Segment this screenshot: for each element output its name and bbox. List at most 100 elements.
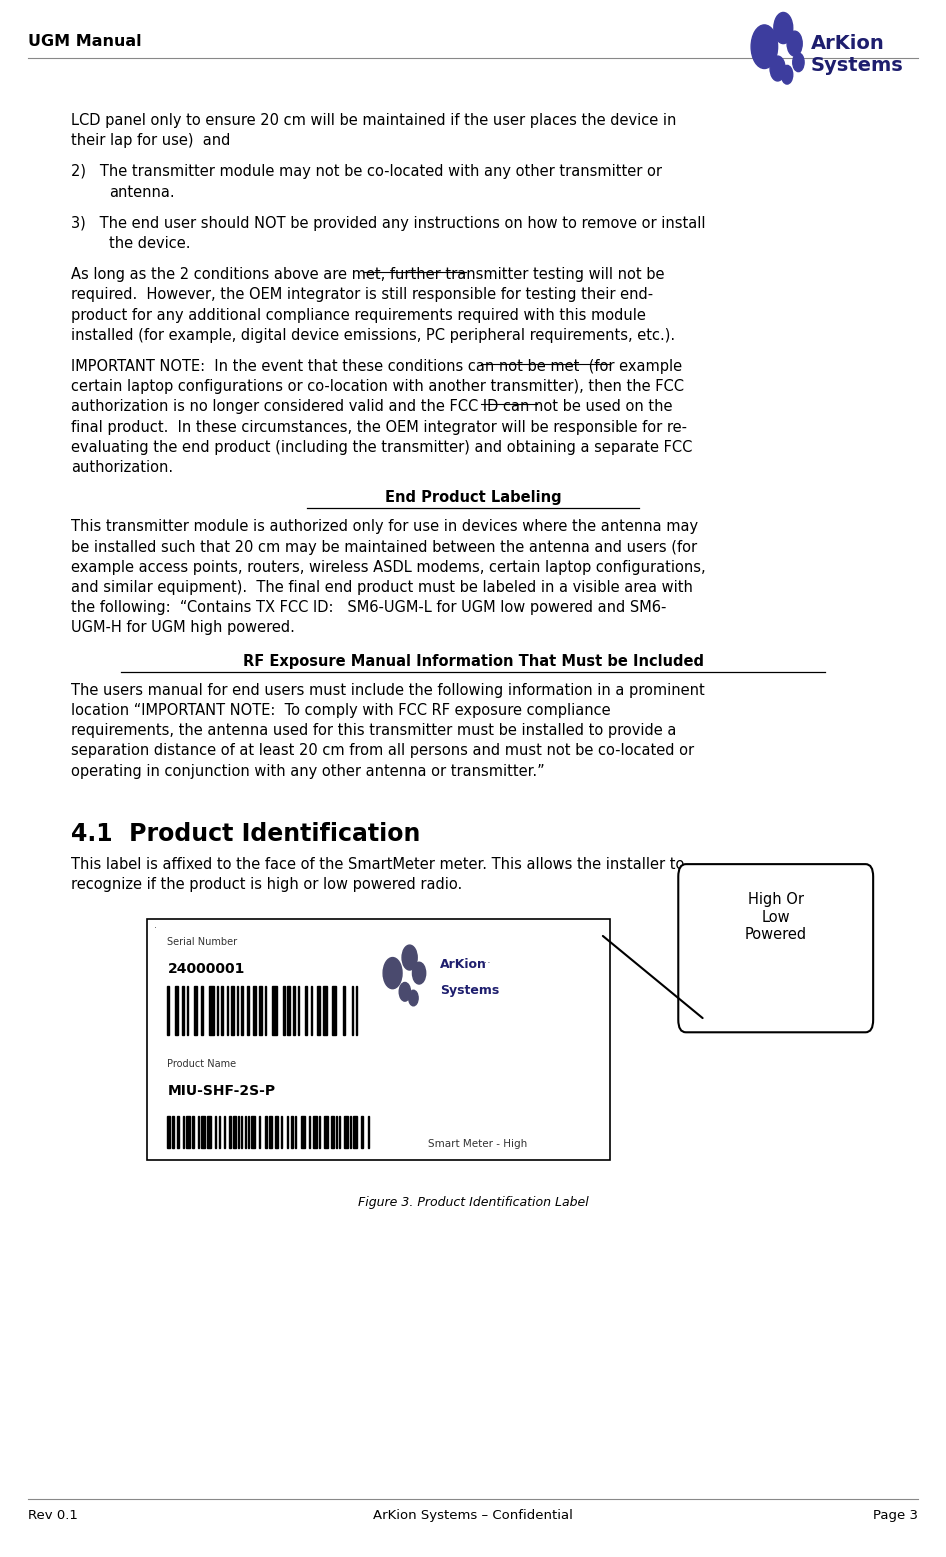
Circle shape [383, 958, 402, 989]
Bar [265, 1116, 267, 1148]
Bar [281, 1116, 282, 1148]
Bar [342, 986, 345, 1035]
Circle shape [793, 53, 804, 72]
Bar [323, 986, 327, 1035]
Text: ArKion Systems – Confidential: ArKion Systems – Confidential [373, 1509, 573, 1521]
Text: Systems: Systems [440, 984, 499, 996]
Bar [320, 1116, 321, 1148]
Bar [283, 986, 285, 1035]
Bar [308, 1116, 309, 1148]
Bar [215, 1116, 216, 1148]
Bar [175, 986, 178, 1035]
Bar [311, 986, 312, 1035]
Bar [259, 1116, 260, 1148]
Text: evaluating the end product (including the transmitter) and obtaining a separate : evaluating the end product (including th… [71, 439, 692, 455]
Text: As long as the 2 conditions above are met, further transmitter testing will not : As long as the 2 conditions above are me… [71, 268, 664, 282]
Bar [192, 1116, 194, 1148]
Bar [293, 986, 295, 1035]
Bar [227, 986, 228, 1035]
Bar [302, 1116, 306, 1148]
Text: MIU-SHF-2S-P: MIU-SHF-2S-P [167, 1084, 275, 1098]
Bar [172, 1116, 174, 1148]
Bar [272, 986, 277, 1035]
Text: the following:  “Contains TX FCC ID:   SM6-UGM-L for UGM low powered and SM6-: the following: “Contains TX FCC ID: SM6-… [71, 599, 666, 615]
Bar [248, 1116, 249, 1148]
Bar [313, 1116, 317, 1148]
Bar [186, 986, 188, 1035]
Bar [336, 1116, 337, 1148]
Bar [298, 986, 299, 1035]
Text: antenna.: antenna. [109, 185, 174, 199]
Bar [241, 986, 243, 1035]
Text: ArKion: ArKion [440, 958, 487, 970]
Bar [183, 986, 184, 1035]
Bar [253, 986, 255, 1035]
Bar [224, 1116, 225, 1148]
Bar [259, 986, 262, 1035]
Bar [233, 1116, 236, 1148]
Text: operating in conjunction with any other antenna or transmitter.”: operating in conjunction with any other … [71, 764, 545, 778]
Text: their lap for use)  and: their lap for use) and [71, 134, 230, 148]
Text: UGM-H for UGM high powered.: UGM-H for UGM high powered. [71, 620, 295, 635]
Bar [183, 1116, 184, 1148]
Bar [265, 986, 266, 1035]
Text: Smart Meter - High: Smart Meter - High [429, 1140, 527, 1149]
Bar [344, 1116, 348, 1148]
Text: The users manual for end users must include the following information in a promi: The users manual for end users must incl… [71, 682, 705, 698]
Text: certain laptop configurations or co-location with another transmitter), then the: certain laptop configurations or co-loca… [71, 380, 684, 394]
Bar [194, 986, 197, 1035]
Bar [368, 1116, 369, 1148]
Text: LCD panel only to ensure 20 cm will be maintained if the user places the device : LCD panel only to ensure 20 cm will be m… [71, 114, 676, 128]
Bar [201, 1116, 205, 1148]
Bar [247, 986, 249, 1035]
Bar [221, 986, 222, 1035]
Bar [177, 1116, 179, 1148]
Bar [352, 986, 353, 1035]
Bar [354, 1116, 358, 1148]
Bar [167, 1116, 170, 1148]
Circle shape [774, 12, 793, 44]
Bar [237, 1116, 239, 1148]
Text: installed (for example, digital device emissions, PC peripheral requirements, et: installed (for example, digital device e… [71, 329, 675, 343]
Text: product for any additional compliance requirements required with this module: product for any additional compliance re… [71, 308, 646, 322]
Bar [331, 1116, 334, 1148]
Bar [324, 1116, 327, 1148]
FancyBboxPatch shape [147, 919, 610, 1160]
Text: End Product Labeling: End Product Labeling [385, 490, 561, 506]
Bar [231, 986, 234, 1035]
Circle shape [412, 962, 426, 984]
Text: Page 3: Page 3 [872, 1509, 918, 1521]
Bar [295, 1116, 296, 1148]
Bar [245, 1116, 246, 1148]
Bar [237, 986, 238, 1035]
Bar [207, 1116, 211, 1148]
Text: and similar equipment).  The final end product must be labeled in a visible area: and similar equipment). The final end pr… [71, 581, 692, 595]
Text: ·: · [154, 923, 157, 933]
Text: example access points, routers, wireless ASDL modems, certain laptop configurati: example access points, routers, wireless… [71, 561, 706, 575]
Circle shape [402, 945, 417, 970]
Text: 3)   The end user should NOT be provided any instructions on how to remove or in: 3) The end user should NOT be provided a… [71, 215, 706, 230]
Bar [306, 986, 307, 1035]
Text: recognize if the product is high or low powered radio.: recognize if the product is high or low … [71, 878, 463, 892]
Text: final product.  In these circumstances, the OEM integrator will be responsible f: final product. In these circumstances, t… [71, 420, 687, 434]
Text: UGM Manual: UGM Manual [28, 34, 142, 50]
Text: ArKion
Systems: ArKion Systems [811, 34, 903, 75]
Bar [252, 1116, 255, 1148]
Text: High Or
Low
Powered: High Or Low Powered [745, 892, 807, 942]
Bar [340, 1116, 341, 1148]
Text: separation distance of at least 20 cm from all persons and must not be co-locate: separation distance of at least 20 cm fr… [71, 744, 694, 758]
Text: 24000001: 24000001 [167, 962, 245, 976]
Text: ··: ·· [480, 958, 490, 967]
Text: authorization.: authorization. [71, 461, 173, 475]
Text: Product Name: Product Name [167, 1059, 236, 1068]
Bar [356, 986, 358, 1035]
Bar [332, 986, 337, 1035]
Bar [201, 986, 202, 1035]
Text: location “IMPORTANT NOTE:  To comply with FCC RF exposure compliance: location “IMPORTANT NOTE: To comply with… [71, 704, 610, 718]
Text: IMPORTANT NOTE:  In the event that these conditions can not be met  (for example: IMPORTANT NOTE: In the event that these … [71, 360, 682, 374]
Bar [198, 1116, 199, 1148]
Text: be installed such that 20 cm may be maintained between the antenna and users (fo: be installed such that 20 cm may be main… [71, 540, 697, 554]
Text: RF Exposure Manual Information That Must be Included: RF Exposure Manual Information That Must… [242, 654, 704, 670]
Bar [275, 1116, 278, 1148]
Bar [270, 1116, 272, 1148]
